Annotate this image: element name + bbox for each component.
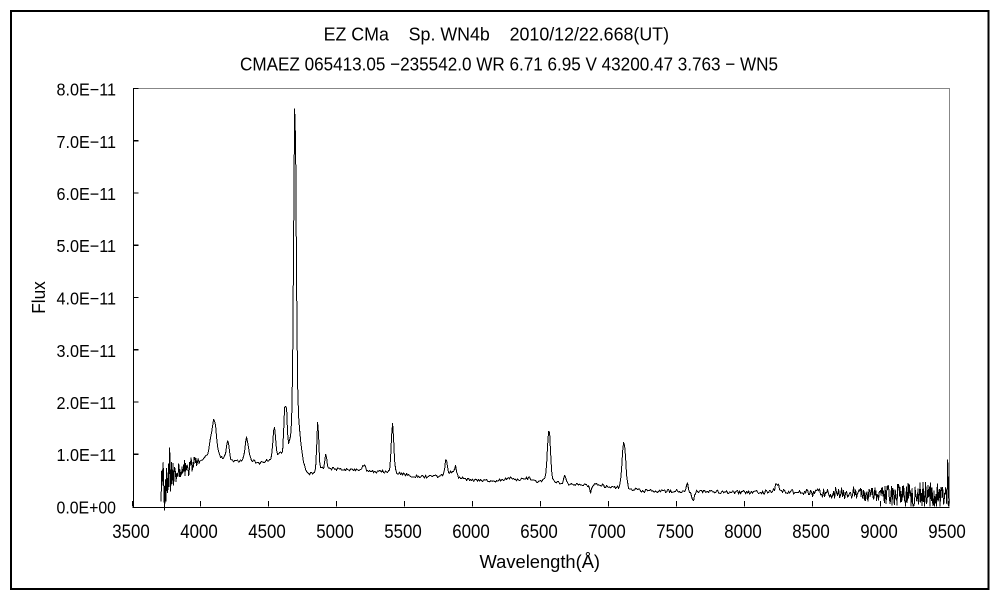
svg-text:9500: 9500 [928, 521, 966, 543]
svg-text:8500: 8500 [792, 521, 830, 543]
svg-text:8.0E−11: 8.0E−11 [57, 80, 117, 100]
svg-text:5500: 5500 [384, 521, 422, 543]
svg-text:4000: 4000 [180, 521, 218, 543]
svg-text:8000: 8000 [724, 521, 762, 543]
svg-text:5.0E−11: 5.0E−11 [57, 236, 117, 256]
svg-text:4.0E−11: 4.0E−11 [57, 289, 117, 309]
svg-text:1.0E−11: 1.0E−11 [57, 445, 117, 465]
svg-text:6.0E−11: 6.0E−11 [57, 184, 117, 204]
svg-text:0.0E+00: 0.0E+00 [57, 498, 117, 518]
svg-text:EZ CMa Sp. WN4b 2010/12/: EZ CMa Sp. WN4b 2010/12/22.668(UT) [324, 25, 669, 46]
svg-text:7500: 7500 [656, 521, 694, 543]
svg-text:6500: 6500 [520, 521, 558, 543]
svg-text:6000: 6000 [452, 521, 490, 543]
svg-text:Wavelength(Å): Wavelength(Å) [480, 552, 601, 573]
svg-text:3.0E−11: 3.0E−11 [57, 341, 117, 361]
svg-text:5000: 5000 [316, 521, 354, 543]
svg-text:7.0E−11: 7.0E−11 [57, 132, 117, 152]
svg-text:7000: 7000 [588, 521, 626, 543]
svg-text:2.0E−11: 2.0E−11 [57, 393, 117, 413]
svg-text:Flux: Flux [29, 281, 49, 314]
svg-text:4500: 4500 [248, 521, 286, 543]
svg-text:CMAEZ 065413.05 −235542.0 WR 6: CMAEZ 065413.05 −235542.0 WR 6.71 6.95 V… [240, 55, 778, 76]
svg-text:9000: 9000 [860, 521, 898, 543]
svg-text:3500: 3500 [112, 521, 150, 543]
